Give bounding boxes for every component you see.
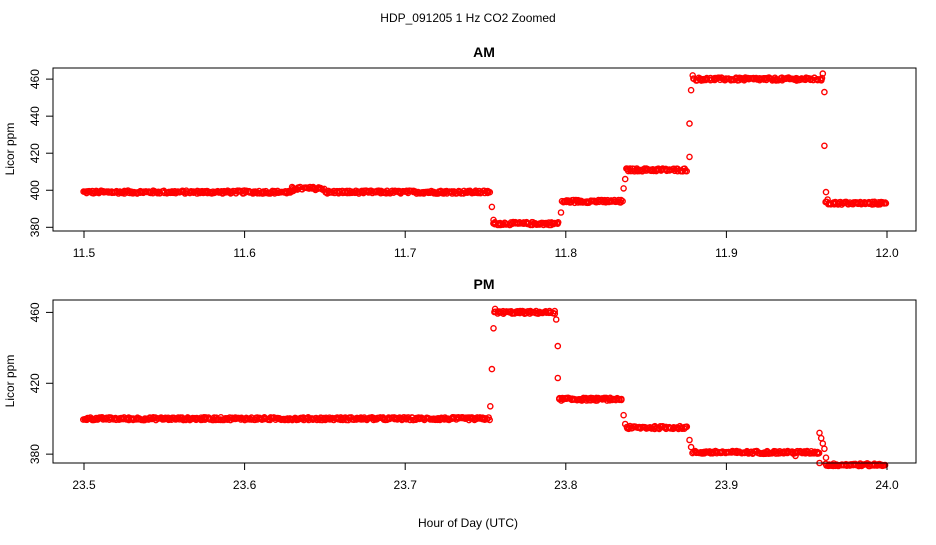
data-point — [881, 461, 889, 469]
chart-am: AM Licor ppm 11.5 11.6 11.7 11.8 11.9 12.0 38… — [3, 44, 917, 260]
x-tick-label: 11.6 — [233, 246, 256, 260]
series-points — [80, 305, 889, 470]
data-point — [618, 395, 625, 403]
x-tick-label: 23.6 — [233, 478, 257, 492]
y-axis-label: Licor ppm — [3, 123, 17, 176]
transition-point — [824, 196, 831, 203]
transition-point — [816, 429, 823, 437]
chart-title: AM — [473, 44, 495, 60]
data-point — [129, 189, 137, 197]
figure-title: HDP_091205 1 Hz CO2 Zoomed — [380, 11, 555, 25]
transition-point — [554, 374, 562, 382]
y-tick-label: 460 — [28, 302, 42, 322]
data-point — [202, 415, 209, 422]
transition-point — [822, 454, 830, 462]
y-tick-label: 420 — [28, 373, 42, 393]
transition-point — [689, 72, 697, 79]
y-axis: 380 420 460 — [28, 302, 54, 464]
transition-point — [552, 316, 560, 323]
x-tick-label: 23.8 — [554, 478, 578, 492]
y-tick-label: 400 — [28, 180, 42, 200]
transition-point — [687, 86, 695, 94]
x-tick-label: 23.7 — [394, 478, 418, 492]
transition-point — [491, 305, 499, 313]
y-tick-label: 460 — [28, 69, 42, 89]
data-point — [815, 449, 823, 457]
transition-point — [821, 445, 828, 453]
transition-point — [488, 365, 496, 373]
transition-point — [556, 395, 563, 403]
data-point — [551, 307, 559, 315]
x-tick-label: 11.7 — [394, 246, 417, 260]
data-point — [879, 198, 886, 206]
series-points — [80, 70, 890, 229]
y-tick-label: 440 — [28, 106, 42, 126]
transition-point — [686, 120, 693, 127]
data-point — [725, 448, 733, 456]
transition-point — [621, 420, 629, 428]
transition-point — [792, 452, 799, 460]
x-tick-label: 24.0 — [875, 478, 899, 492]
transition-point — [821, 88, 828, 96]
transition-point — [488, 203, 496, 211]
data-point — [483, 415, 491, 423]
data-point — [681, 167, 689, 175]
data-point — [243, 187, 250, 195]
x-axis: 23.5 23.6 23.7 23.8 23.9 24.0 — [72, 462, 899, 492]
transition-point — [686, 436, 693, 444]
transition-point — [557, 209, 565, 216]
x-tick-label: 11.9 — [715, 246, 738, 260]
x-tick-label: 23.9 — [715, 478, 739, 492]
data-point — [554, 218, 562, 226]
y-axis-label: Licor ppm — [3, 355, 17, 408]
data-point — [143, 188, 150, 196]
transition-point — [687, 443, 695, 451]
transition-point — [821, 142, 828, 150]
y-tick-label: 380 — [28, 217, 42, 237]
chart-title: PM — [474, 276, 495, 292]
x-axis: 11.5 11.6 11.7 11.8 11.9 12.0 — [73, 230, 899, 260]
plot-frame — [52, 299, 917, 464]
x-tick-label: 23.5 — [72, 478, 96, 492]
data-point — [882, 199, 890, 207]
transition-point — [819, 70, 827, 77]
transition-point — [621, 175, 629, 183]
data-point — [636, 167, 643, 175]
y-axis: 380 400 420 440 460 — [28, 69, 54, 237]
transition-point — [620, 411, 627, 419]
data-point — [862, 200, 869, 208]
chart-pm: PM Licor ppm 23.5 23.6 23.7 23.8 23.9 24.0 38… — [3, 276, 917, 492]
transition-point — [620, 185, 627, 192]
transition-point — [490, 216, 497, 224]
data-point — [784, 447, 792, 455]
data-point — [551, 310, 559, 318]
data-point — [682, 423, 690, 431]
data-point — [485, 414, 493, 421]
x-tick-label: 11.5 — [73, 246, 96, 260]
transition-point — [686, 153, 693, 161]
plot-frame — [52, 67, 917, 232]
transition-point — [490, 324, 497, 332]
transition-point — [554, 342, 562, 350]
x-tick-label: 11.8 — [555, 246, 578, 260]
transition-point — [822, 188, 830, 196]
data-point — [818, 77, 825, 84]
data-point — [619, 197, 626, 205]
y-tick-label: 380 — [28, 444, 42, 464]
transition-point — [486, 402, 494, 410]
y-tick-label: 420 — [28, 143, 42, 163]
x-tick-label: 12.0 — [875, 246, 899, 260]
transition-point — [817, 434, 825, 442]
transition-point — [819, 440, 827, 447]
x-axis-title: Hour of Day (UTC) — [418, 516, 518, 530]
data-point — [485, 188, 492, 195]
